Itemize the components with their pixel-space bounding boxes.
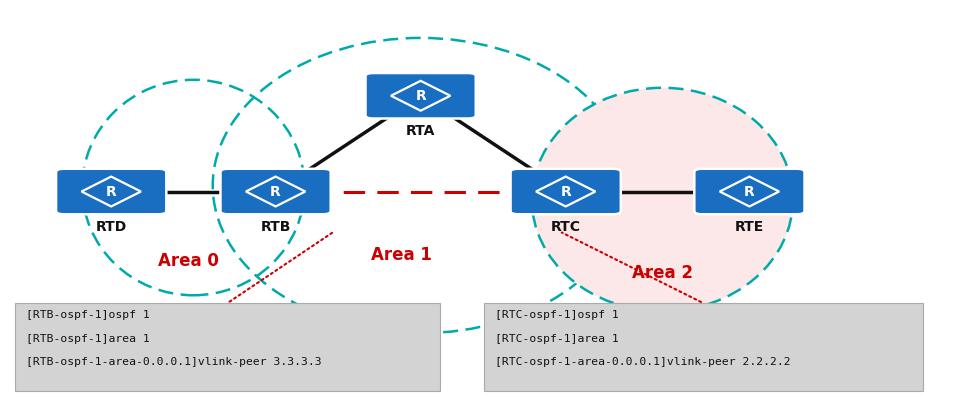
Text: [RTC-ospf-1-area-0.0.0.1]vlink-peer 2.2.2.2: [RTC-ospf-1-area-0.0.0.1]vlink-peer 2.2.… [495,357,791,367]
FancyBboxPatch shape [220,169,331,214]
FancyBboxPatch shape [56,169,166,214]
Text: [RTB-ospf-1-area-0.0.0.1]vlink-peer 3.3.3.3: [RTB-ospf-1-area-0.0.0.1]vlink-peer 3.3.… [26,357,322,367]
Text: R: R [744,184,755,199]
Text: R: R [270,184,281,199]
Text: RTB: RTB [260,220,291,234]
Text: Area 1: Area 1 [371,246,431,265]
FancyBboxPatch shape [15,303,440,391]
Text: RTD: RTD [96,220,127,234]
Text: RTC: RTC [550,220,581,234]
Text: [RTB-ospf-1]ospf 1: [RTB-ospf-1]ospf 1 [26,310,150,320]
Text: [RTC-ospf-1]ospf 1: [RTC-ospf-1]ospf 1 [495,310,619,320]
FancyBboxPatch shape [366,73,476,119]
Text: [RTC-ospf-1]area 1: [RTC-ospf-1]area 1 [495,334,619,344]
Text: [RTB-ospf-1]area 1: [RTB-ospf-1]area 1 [26,334,150,344]
Text: R: R [560,184,571,199]
FancyBboxPatch shape [484,303,923,391]
FancyBboxPatch shape [511,169,621,214]
Text: Area 2: Area 2 [631,264,693,282]
FancyBboxPatch shape [694,169,805,214]
Text: Area 0: Area 0 [159,252,219,271]
Text: R: R [415,89,426,103]
Text: RTA: RTA [406,124,435,138]
Text: RTE: RTE [735,220,764,234]
Ellipse shape [532,88,793,311]
Text: R: R [105,184,117,199]
